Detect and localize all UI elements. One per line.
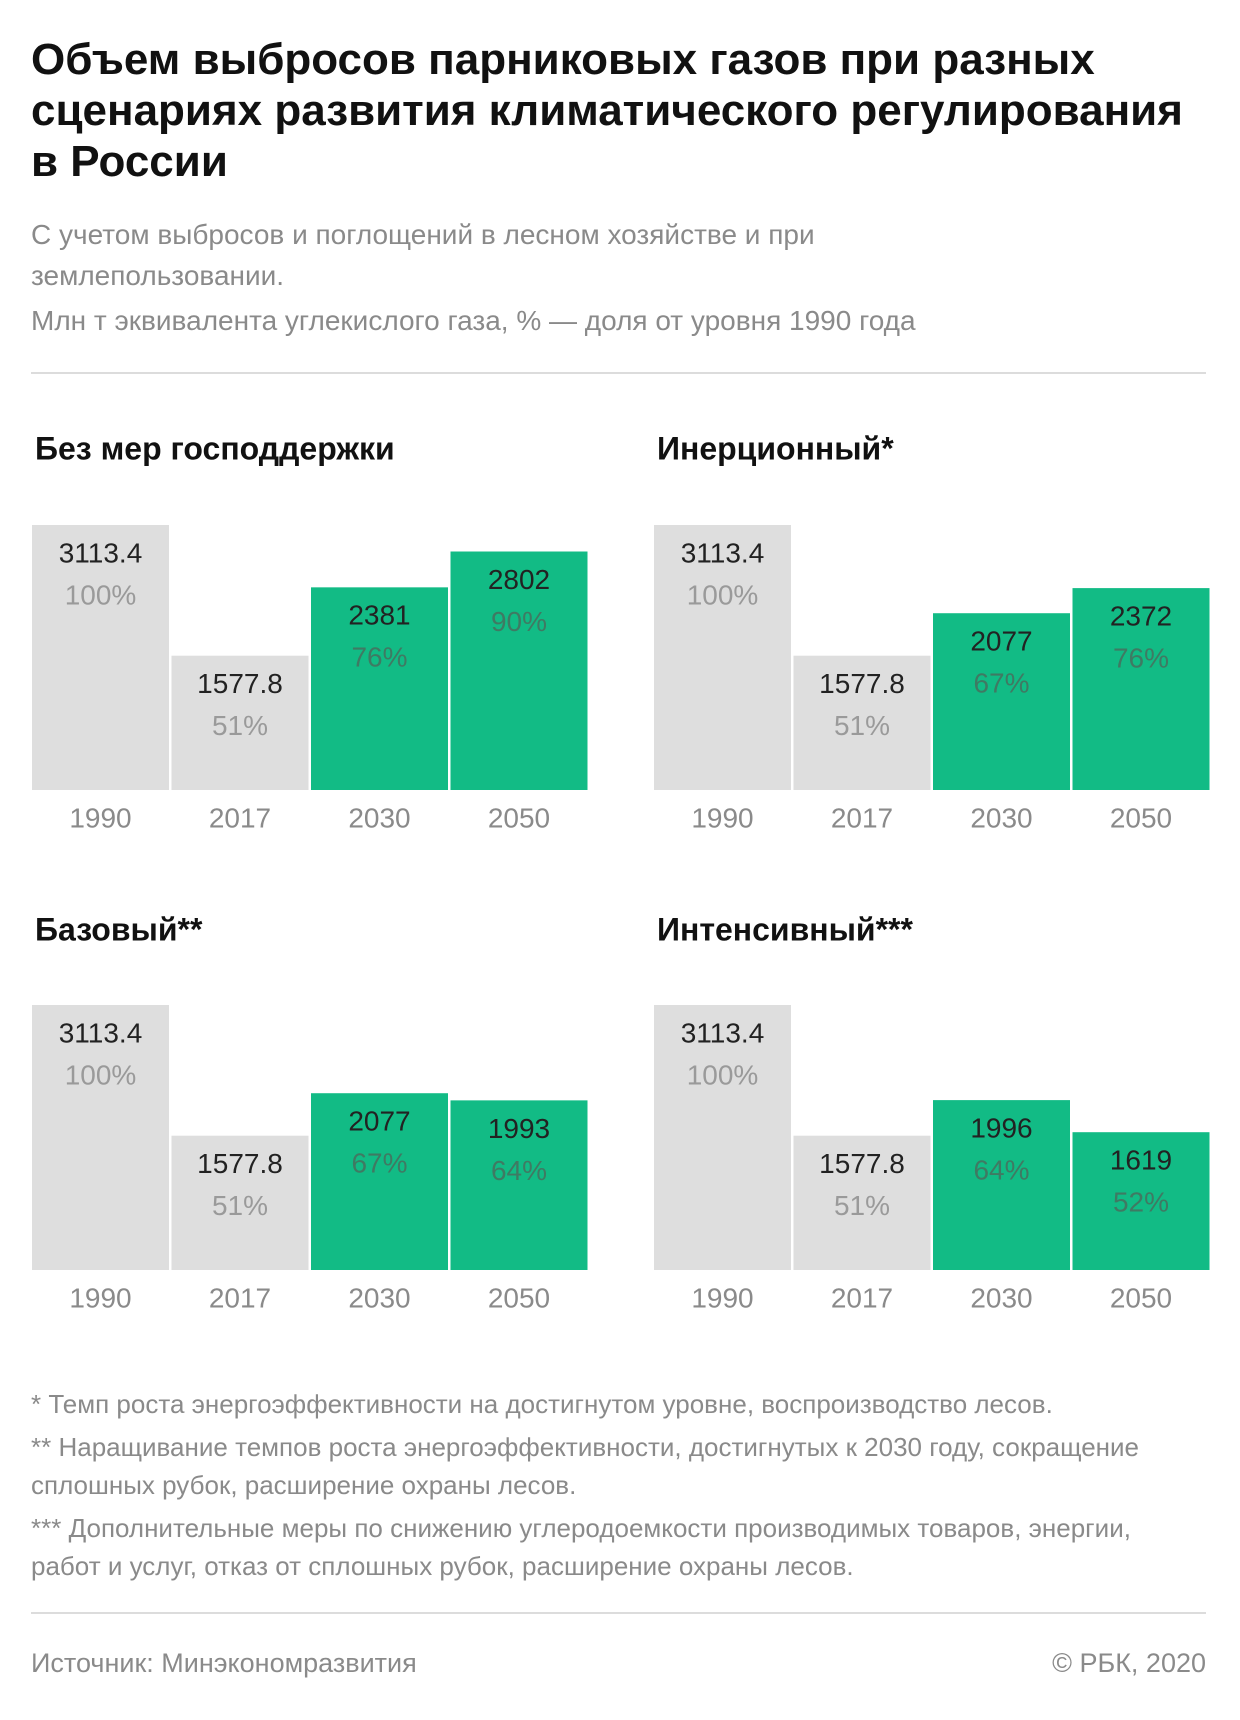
share-label: 51%: [834, 710, 890, 741]
value-label: 1577.8: [197, 668, 283, 699]
x-tick-label: 2030: [970, 802, 1032, 833]
bar: [450, 1100, 588, 1270]
copyright: © РБК, 2020: [1052, 1648, 1206, 1678]
share-label: 64%: [491, 1155, 547, 1186]
x-tick-label: 2017: [209, 1282, 271, 1313]
x-tick-label: 2050: [1110, 802, 1172, 833]
bar: [32, 525, 169, 790]
value-label: 2381: [348, 600, 410, 631]
footnote: * Темп роста энергоэффективности на дост…: [31, 1389, 1053, 1419]
value-label: 1996: [970, 1112, 1032, 1143]
panel-title: Без мер господдержки: [35, 430, 395, 466]
x-tick-label: 2017: [831, 802, 893, 833]
x-tick-label: 2030: [970, 1282, 1032, 1313]
share-label: 51%: [212, 1190, 268, 1221]
charts: Без мер господдержки 3113.4 100% 1990 1577.8…: [32, 430, 1210, 1313]
share-label: 76%: [1113, 642, 1169, 673]
bar: [933, 1100, 1070, 1270]
x-tick-label: 2030: [348, 1282, 410, 1313]
footnotes: * Темп роста энергоэффективности на дост…: [31, 1385, 1201, 1590]
x-tick-label: 2030: [348, 802, 410, 833]
panel-title: Базовый**: [35, 911, 203, 947]
x-tick-label: 2017: [209, 802, 271, 833]
source: Источник: Минэкономразвития: [31, 1648, 417, 1678]
panel-title: Инерционный*: [657, 430, 894, 466]
value-label: 3113.4: [681, 537, 765, 568]
share-label: 100%: [65, 1059, 137, 1090]
x-tick-label: 1990: [691, 1282, 753, 1313]
x-tick-label: 1990: [69, 802, 131, 833]
x-tick-label: 2050: [488, 802, 550, 833]
footnote: ** Наращивание темпов роста энергоэффект…: [31, 1432, 1140, 1500]
bar: [654, 525, 791, 790]
title: Объем выбросов парниковых газов при разн…: [31, 35, 1183, 186]
share-label: 90%: [491, 606, 547, 637]
x-tick-label: 2017: [831, 1282, 893, 1313]
x-tick-label: 2050: [488, 1282, 550, 1313]
value-label: 3113.4: [59, 1017, 143, 1048]
bar: [654, 1005, 791, 1270]
share-label: 64%: [973, 1154, 1029, 1185]
value-label: 1577.8: [819, 668, 905, 699]
share-label: 51%: [834, 1190, 890, 1221]
value-label: 1577.8: [819, 1148, 905, 1179]
bar: [171, 655, 309, 790]
share-label: 52%: [1113, 1187, 1169, 1218]
value-label: 2372: [1110, 600, 1172, 631]
bar: [933, 613, 1070, 790]
value-label: 1577.8: [197, 1148, 283, 1179]
bar: [1072, 588, 1210, 790]
x-tick-label: 1990: [69, 1282, 131, 1313]
footnote: *** Дополнительные меры по снижению угле…: [31, 1513, 1131, 1581]
bar: [311, 1093, 448, 1270]
value-label: 3113.4: [59, 537, 143, 568]
value-label: 1619: [1110, 1145, 1172, 1176]
subtitle: С учетом выбросов и поглощений в лесном …: [31, 219, 815, 291]
panel-title: Интенсивный***: [657, 911, 914, 947]
share-label: 51%: [212, 710, 268, 741]
value-label: 1993: [488, 1113, 550, 1144]
share-label: 100%: [65, 579, 137, 610]
share-label: 76%: [351, 642, 407, 673]
bar: [793, 1135, 931, 1270]
share-label: 100%: [687, 1059, 759, 1090]
x-tick-label: 2050: [1110, 1282, 1172, 1313]
value-label: 2077: [348, 1106, 410, 1137]
divider: [31, 1612, 1206, 1614]
divider: [31, 372, 1206, 374]
share-label: 67%: [351, 1148, 407, 1179]
value-label: 2077: [970, 626, 1032, 657]
bar: [793, 655, 931, 790]
value-label: 2802: [488, 564, 550, 595]
bar: [171, 1135, 309, 1270]
share-label: 67%: [973, 668, 1029, 699]
units: Млн т эквивалента углекислого газа, % — …: [31, 305, 916, 336]
bar: [311, 587, 448, 790]
share-label: 100%: [687, 579, 759, 610]
x-tick-label: 1990: [691, 802, 753, 833]
bar: [32, 1005, 169, 1270]
bar: [450, 551, 588, 790]
value-label: 3113.4: [681, 1017, 765, 1048]
bar: [1072, 1132, 1210, 1270]
